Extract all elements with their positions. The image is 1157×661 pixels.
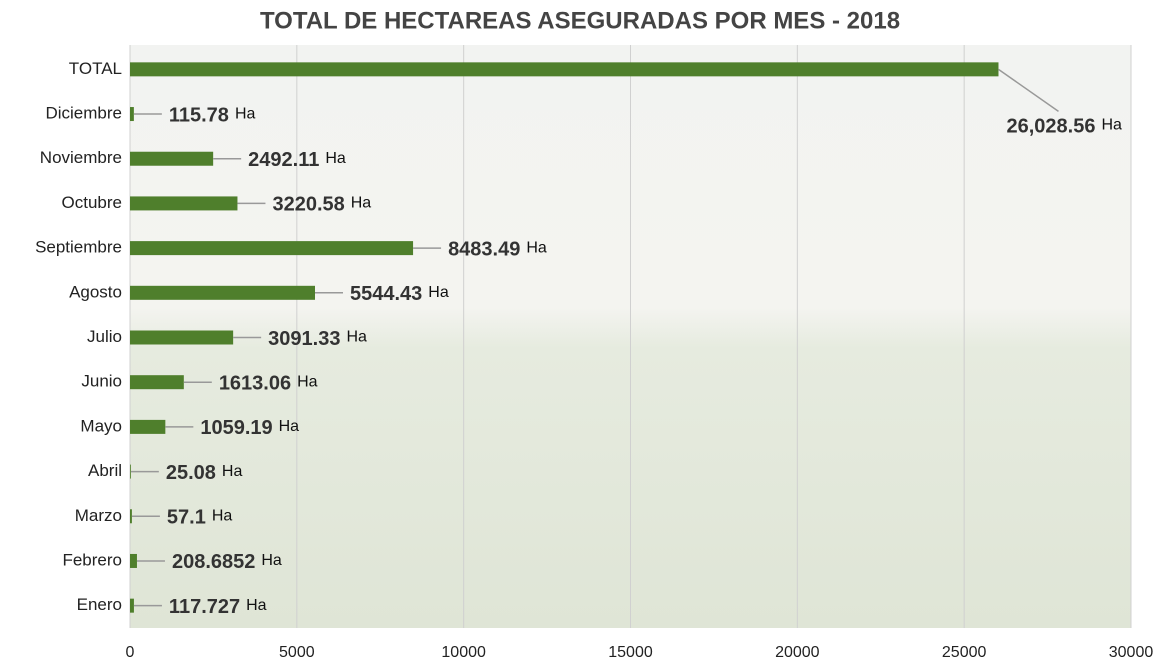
page: TOTAL DE HECTAREAS ASEGURADAS POR MES - … xyxy=(0,0,1157,661)
bar xyxy=(130,241,413,255)
bar xyxy=(130,465,131,479)
unit-label: Ha xyxy=(351,195,372,212)
y-tick-label: Junio xyxy=(81,372,122,391)
unit-label: Ha xyxy=(346,329,367,346)
y-tick-label: TOTAL xyxy=(69,59,122,78)
x-tick-label: 15000 xyxy=(608,644,653,661)
x-tick-label: 30000 xyxy=(1109,644,1154,661)
unit-label: Ha xyxy=(526,239,547,256)
chart: TOTAL DE HECTAREAS ASEGURADAS POR MES - … xyxy=(0,0,1157,661)
unit-label: Ha xyxy=(297,373,318,390)
unit-label: Ha xyxy=(325,150,346,167)
y-tick-label: Mayo xyxy=(80,416,122,435)
bar xyxy=(130,509,132,523)
x-tick-label: 0 xyxy=(126,644,135,661)
unit-label: Ha xyxy=(1101,117,1122,134)
x-tick-label: 25000 xyxy=(942,644,987,661)
y-tick-label: Abril xyxy=(88,461,122,480)
unit-label: Ha xyxy=(235,105,256,122)
value-label: 117.727 xyxy=(169,596,240,618)
y-tick-label: Marzo xyxy=(75,506,122,525)
y-tick-label: Octubre xyxy=(62,193,122,212)
bar xyxy=(130,375,184,389)
bar xyxy=(130,196,237,210)
value-label: 115.78 xyxy=(169,104,229,126)
value-label: 57.1 xyxy=(167,507,206,529)
value-label: 1059.19 xyxy=(200,417,272,439)
y-tick-label: Noviembre xyxy=(40,148,122,167)
value-label: 5544.43 xyxy=(350,283,422,305)
unit-label: Ha xyxy=(279,418,300,435)
bar xyxy=(130,152,213,166)
y-tick-label: Agosto xyxy=(69,282,122,301)
y-tick-label: Septiembre xyxy=(35,238,122,257)
value-label: 2492.11 xyxy=(248,149,319,171)
unit-label: Ha xyxy=(212,507,233,524)
value-label: 26,028.56 xyxy=(1006,116,1095,138)
unit-label: Ha xyxy=(222,463,243,480)
y-tick-label: Enero xyxy=(77,595,122,614)
value-label: 8483.49 xyxy=(448,238,520,260)
bar xyxy=(130,62,998,76)
bar xyxy=(130,107,134,121)
chart-title: TOTAL DE HECTAREAS ASEGURADAS POR MES - … xyxy=(260,7,900,34)
y-tick-label: Febrero xyxy=(62,550,122,569)
x-tick-label: 20000 xyxy=(775,644,820,661)
bar xyxy=(130,599,134,613)
y-tick-label: Diciembre xyxy=(45,104,122,123)
value-label: 208.6852 xyxy=(172,551,255,573)
unit-label: Ha xyxy=(261,552,282,569)
bar xyxy=(130,286,315,300)
x-tick-label: 10000 xyxy=(441,644,486,661)
value-label: 3220.58 xyxy=(272,194,344,216)
x-tick-label: 5000 xyxy=(279,644,315,661)
bar xyxy=(130,420,165,434)
value-label: 1613.06 xyxy=(219,372,291,394)
value-label: 25.08 xyxy=(166,462,216,484)
value-label: 3091.33 xyxy=(268,328,340,350)
y-tick-label: Julio xyxy=(87,327,122,346)
unit-label: Ha xyxy=(428,284,449,301)
bar xyxy=(130,554,137,568)
unit-label: Ha xyxy=(246,597,267,614)
bar xyxy=(130,331,233,345)
